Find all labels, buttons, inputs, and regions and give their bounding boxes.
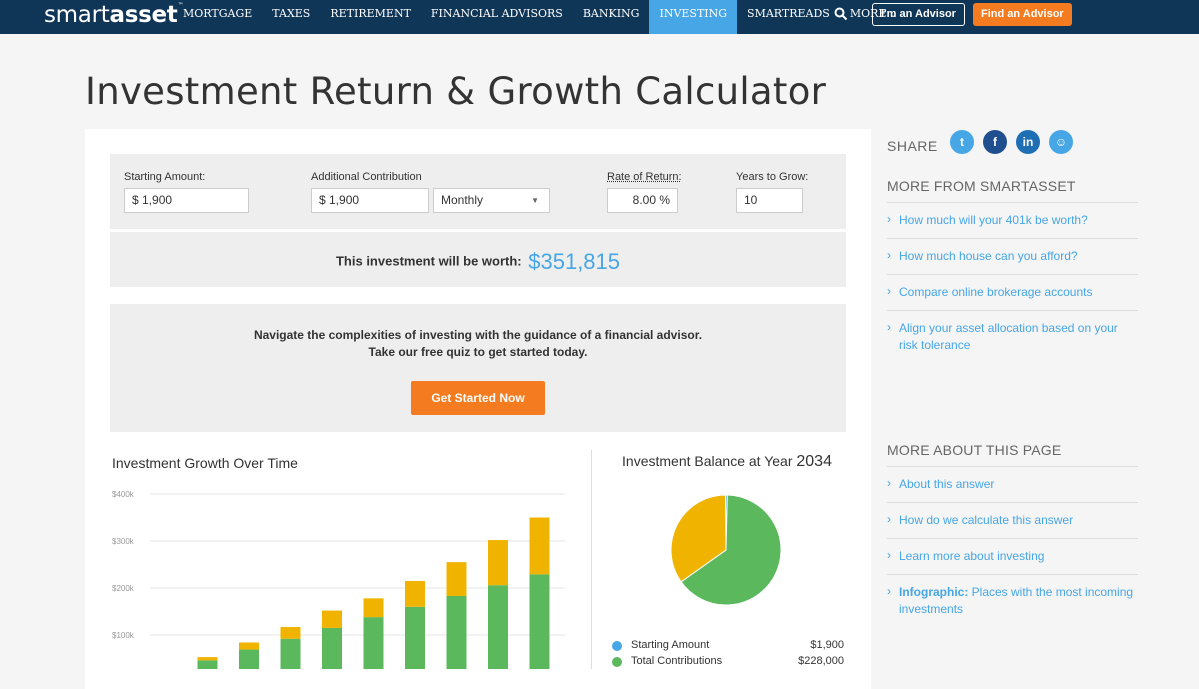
bar-growth[interactable] [280,627,301,639]
more-about-title: MORE ABOUT THIS PAGE [887,442,1062,458]
bar-growth[interactable] [529,517,550,575]
starting-amount-input[interactable]: $ 1,900 [124,188,249,213]
cta-line-2: Take our free quiz to get started today. [368,345,588,359]
sidebar-link[interactable]: › How much house can you afford? [887,238,1138,274]
y-tick-label: $300k [112,537,135,546]
more-from-links: › How much will your 401k be worth? › How m… [887,202,1138,363]
legend-value: $228,000 [798,655,844,667]
legend-dot [612,641,622,651]
result-text: This investment will be worth: $351,815 [335,249,621,274]
pie-legend: Starting Amount $1,900 Total Contributions… [612,638,844,670]
contribution-frequency-select[interactable]: Monthly ▼ [433,188,550,213]
y-tick-label: $200k [112,584,135,593]
rate-of-return-input[interactable]: 8.00 % [607,188,678,213]
search-icon[interactable] [834,7,848,21]
more-from-title: MORE FROM SMARTASSET [887,178,1076,194]
chevron-right-icon: › [887,512,891,526]
nav-item-smartreads[interactable]: SMARTREADS [747,7,830,20]
sidebar-link[interactable]: › Learn more about investing [887,538,1138,574]
y-tick-label: $100k [112,631,135,640]
twitter-icon[interactable]: t [950,130,974,154]
chevron-right-icon: › [887,212,891,226]
nav-item-financial-advisors[interactable]: FINANCIAL ADVISORS [430,7,563,20]
pie-slice[interactable] [680,494,782,606]
chevron-right-icon: › [887,248,891,262]
im-an-advisor-button[interactable]: I'm an Advisor [872,3,965,26]
cta-text: Navigate the complexities of investing w… [110,327,846,361]
bar-growth[interactable] [405,580,425,607]
nav-item-taxes[interactable]: TAXES [272,7,311,20]
sidebar-link[interactable]: › Compare online brokerage accounts [887,274,1138,310]
facebook-icon[interactable]: f [983,130,1007,154]
chevron-right-icon: › [887,320,891,334]
bar-growth[interactable] [239,642,259,650]
sidebar-link[interactable]: › Align your asset allocation based on yo… [887,310,1138,363]
frequency-value: Monthly [441,193,484,207]
bar-contributions[interactable] [405,606,425,669]
bar-contributions[interactable] [529,574,550,669]
pie-slice[interactable] [670,494,727,583]
chevron-right-icon: › [887,548,891,562]
share-label: SHARE [887,138,938,154]
find-an-advisor-button[interactable]: Find an Advisor [973,3,1072,26]
sidebar-link[interactable]: › About this answer [887,466,1138,502]
legend-label: Starting Amount [631,639,710,651]
chart-divider [591,450,592,669]
additional-contribution-label: Additional Contribution [311,171,422,183]
legend-item: Total Contributions $228,000 [612,654,844,670]
linkedin-icon[interactable]: in [1016,130,1040,154]
smartasset-logo[interactable]: smartasset™ [44,2,184,28]
nav-item-more[interactable]: MORE ⌄ [849,7,897,20]
bar-contributions[interactable] [446,595,467,669]
chevron-right-icon: › [887,284,891,298]
years-to-grow-label: Years to Grow: [736,171,809,183]
nav-item-banking[interactable]: BANKING [582,7,640,20]
years-to-grow-input[interactable]: 10 [736,188,803,213]
starting-amount-label: Starting Amount: [124,171,206,183]
reddit-icon[interactable]: ☺ [1049,130,1073,154]
sidebar-link[interactable]: › How do we calculate this answer [887,502,1138,538]
more-about-links: › About this answer › How do we calculate t… [887,466,1138,627]
bar-contributions[interactable] [197,660,218,669]
nav-item-retirement[interactable]: RETIREMENT [330,7,411,20]
nav-menu: MORTGAGE TAXES RETIREMENT FINANCIAL ADVISOR… [173,0,907,34]
page-title: Investment Return & Growth Calculator [85,70,827,113]
pie-chart-title: Investment Balance at Year 2034 [622,453,832,470]
investment-balance-pie-chart [670,494,782,606]
legend-label: Total Contributions [631,655,723,667]
additional-contribution-input[interactable]: $ 1,900 [311,188,429,213]
bar-growth[interactable] [322,610,342,628]
advisor-cta-panel: Navigate the complexities of investing w… [110,304,846,432]
bar-growth[interactable] [446,562,467,596]
bar-growth[interactable] [363,598,384,618]
bar-contributions[interactable] [322,627,342,669]
bar-chart-title: Investment Growth Over Time [112,455,298,471]
bar-growth[interactable] [197,657,218,661]
chevron-down-icon: ⌄ [889,10,897,20]
result-panel: This investment will be worth: $351,815 [110,232,846,287]
bar-contributions[interactable] [280,638,301,669]
y-tick-label: $400k [112,490,135,499]
bar-contributions[interactable] [239,649,259,669]
result-value: $351,815 [528,249,621,274]
cta-line-1: Navigate the complexities of investing w… [253,328,703,342]
legend-dot [612,657,622,667]
rate-of-return-label[interactable]: Rate of Return: [607,171,682,183]
sidebar-link[interactable]: › How much will your 401k be worth? [887,202,1138,238]
top-navigation: smartasset™ MORTGAGE TAXES RETIREMENT FINAN… [0,0,1199,34]
chevron-right-icon: › [887,584,891,598]
legend-item: Starting Amount $1,900 [612,638,844,654]
chevron-down-icon: ▼ [531,196,539,205]
investment-growth-bar-chart: $400k $300k $200k $100k [112,490,565,669]
bar-contributions[interactable] [363,617,384,669]
nav-item-investing[interactable]: INVESTING [649,0,738,34]
chevron-right-icon: › [887,476,891,490]
legend-value: $1,900 [810,639,844,651]
nav-item-mortgage[interactable]: MORTGAGE [183,7,253,20]
sidebar-link[interactable]: › Infographic: Places with the most incom… [887,574,1138,627]
bar-contributions[interactable] [488,585,508,669]
bar-growth[interactable] [488,540,508,586]
get-started-now-button[interactable]: Get Started Now [411,381,545,415]
